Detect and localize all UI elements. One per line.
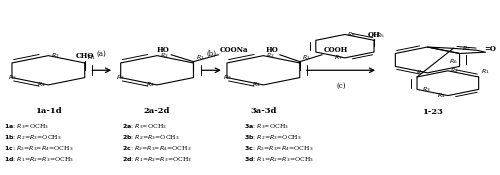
Text: 2a-2d: 2a-2d [144,107,171,115]
Text: $R_3$: $R_3$ [422,85,430,94]
Text: 1-23: 1-23 [422,108,443,116]
Text: $R_1$: $R_1$ [302,53,311,62]
Text: $R_4$: $R_4$ [437,91,446,100]
Text: (a): (a) [97,50,106,58]
Text: $R_4$: $R_4$ [252,80,261,89]
Text: COONa: COONa [220,46,248,54]
Text: $R_7$: $R_7$ [416,68,425,77]
Text: $R_1$: $R_1$ [87,53,96,62]
Text: HO: HO [266,46,278,54]
Text: $R_4$: $R_4$ [37,80,46,89]
Text: HO: HO [157,46,170,54]
Text: $R_2$: $R_2$ [266,51,274,60]
Text: $R_6$: $R_6$ [449,57,458,66]
Text: $\bf{2c}$: $R_2$=$R_3$=$R_4$=OCH$_3$: $\bf{2c}$: $R_2$=$R_3$=$R_4$=OCH$_3$ [122,144,192,153]
Text: $R_3$: $R_3$ [8,73,16,82]
Text: $R_3$: $R_3$ [116,73,125,82]
Text: CHO: CHO [76,52,94,60]
Text: $\bf{1c}$: $R_2$=$R_3$=$R_4$=OCH$_3$: $\bf{1c}$: $R_2$=$R_3$=$R_4$=OCH$_3$ [4,144,73,153]
Text: (b): (b) [206,50,216,58]
Text: $\bf{1a}$: $R_3$=OCH$_3$: $\bf{1a}$: $R_3$=OCH$_3$ [4,122,49,131]
Text: $\bf{2b}$: $R_2$=$R_3$=OCH$_3$: $\bf{2b}$: $R_2$=$R_3$=OCH$_3$ [122,133,180,142]
Text: $R_3$: $R_3$ [222,73,232,82]
Text: $\bf{3d}$: $R_1$=$R_2$=$R_3$=OCH$_3$: $\bf{3d}$: $R_1$=$R_2$=$R_3$=OCH$_3$ [244,156,314,164]
Text: (c): (c) [336,82,345,89]
Text: $R_1$: $R_1$ [196,53,204,62]
Text: $\bf{2d}$: $R_1$=$R_2$=$R_3$=OCH$_3$: $\bf{2d}$: $R_1$=$R_2$=$R_3$=OCH$_3$ [122,156,192,164]
Text: $\bf{2a}$: $R_3$=OCH$_3$: $\bf{2a}$: $R_3$=OCH$_3$ [122,122,168,131]
Text: $\bf{1b}$: $R_2$=$R_3$=OCH$_3$: $\bf{1b}$: $R_2$=$R_3$=OCH$_3$ [4,133,61,142]
Text: $R_2$: $R_2$ [450,66,458,75]
Text: $\bf{3b}$: $R_2$=$R_3$=OCH$_3$: $\bf{3b}$: $R_2$=$R_3$=OCH$_3$ [244,133,302,142]
Text: =O: =O [484,44,496,52]
Text: $\bf{1d}$: $R_1$=$R_2$=$R_3$=OCH$_3$: $\bf{1d}$: $R_1$=$R_2$=$R_3$=OCH$_3$ [4,156,74,164]
Text: $R_5$: $R_5$ [376,31,385,40]
Text: OH: OH [368,31,380,39]
Text: $\bf{3a}$: $R_3$=OCH$_3$: $\bf{3a}$: $R_3$=OCH$_3$ [244,122,288,131]
Text: $R_2$: $R_2$ [160,51,168,60]
Text: $R_2$: $R_2$ [51,51,60,60]
Text: 1a-1d: 1a-1d [35,107,62,115]
Text: $R_6$: $R_6$ [347,30,356,39]
Text: COOH: COOH [324,46,348,54]
Text: $R_5$: $R_5$ [462,44,470,53]
Text: 3a-3d: 3a-3d [250,107,276,115]
Text: $R_1$: $R_1$ [480,67,490,76]
Text: $R_7$: $R_7$ [334,53,343,62]
Text: $\bf{3c}$: $R_2$=$R_3$=$R_4$=OCH$_3$: $\bf{3c}$: $R_2$=$R_3$=$R_4$=OCH$_3$ [244,144,313,153]
Text: $R_4$: $R_4$ [146,80,154,89]
